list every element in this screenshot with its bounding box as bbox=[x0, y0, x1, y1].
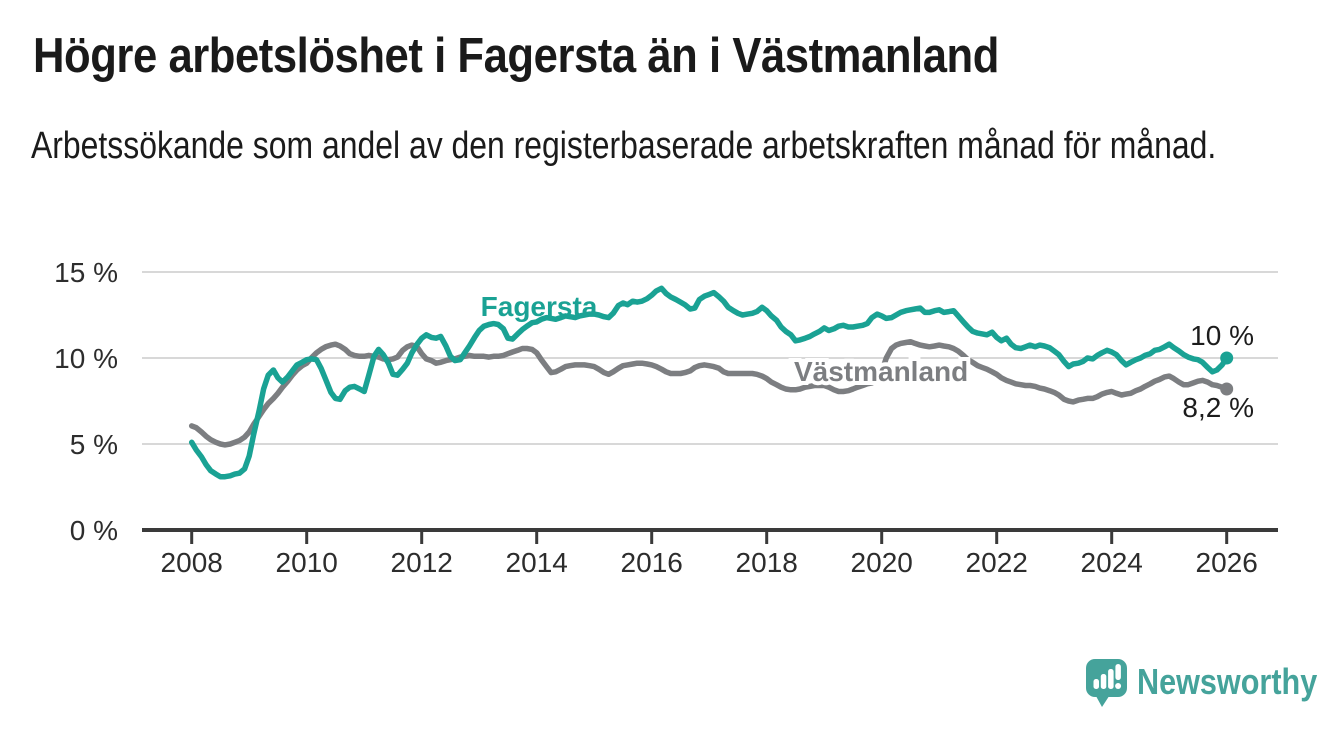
x-tick-label-2008: 2008 bbox=[161, 547, 223, 578]
x-tick-label-2014: 2014 bbox=[506, 547, 568, 578]
chart-area: 0 % 5 % 10 % 15 % 2008 2010 2012 2014 2016 2018 20… bbox=[0, 230, 1340, 620]
x-tick-label-2018: 2018 bbox=[736, 547, 798, 578]
y-tick-label-0: 0 % bbox=[70, 515, 118, 546]
y-tick-label-5: 5 % bbox=[70, 429, 118, 460]
page-title: Högre arbetslöshet i Fagersta än i Västm… bbox=[33, 29, 999, 83]
newsworthy-brand-name: Newsworthy bbox=[1137, 661, 1318, 702]
x-tick-label-2026: 2026 bbox=[1196, 547, 1258, 578]
newsworthy-logo: Newsworthy bbox=[1086, 659, 1340, 707]
y-tick-label-10: 10 % bbox=[54, 343, 118, 374]
series-end-dot-fagersta bbox=[1220, 351, 1234, 365]
page-subtitle: Arbetssökande som andel av den registerb… bbox=[31, 125, 1217, 167]
series-inline-label-fagersta: Fagersta bbox=[481, 291, 598, 322]
x-tick-label-2010: 2010 bbox=[276, 547, 338, 578]
x-tick-label-2022: 2022 bbox=[966, 547, 1028, 578]
x-tick-label-2012: 2012 bbox=[391, 547, 453, 578]
series-end-value-fagersta: 10 % bbox=[1190, 320, 1254, 351]
series-line-fagersta bbox=[188, 285, 1230, 480]
series-inline-label-vastmanland: Västmanland bbox=[794, 356, 968, 387]
x-tick-label-2024: 2024 bbox=[1081, 547, 1143, 578]
y-tick-label-15: 15 % bbox=[54, 257, 118, 288]
series-line-vastmanland bbox=[188, 338, 1230, 448]
x-tick-label-2016: 2016 bbox=[621, 547, 683, 578]
series-end-value-vastmanland: 8,2 % bbox=[1182, 392, 1254, 423]
newsworthy-speech-bubble-chart-icon bbox=[1086, 659, 1127, 707]
unemployment-line-chart: 0 % 5 % 10 % 15 % 2008 2010 2012 2014 2016 2018 20… bbox=[54, 257, 1278, 578]
series-end-dot-vastmanland bbox=[1220, 382, 1234, 396]
x-tick-label-2020: 2020 bbox=[851, 547, 913, 578]
